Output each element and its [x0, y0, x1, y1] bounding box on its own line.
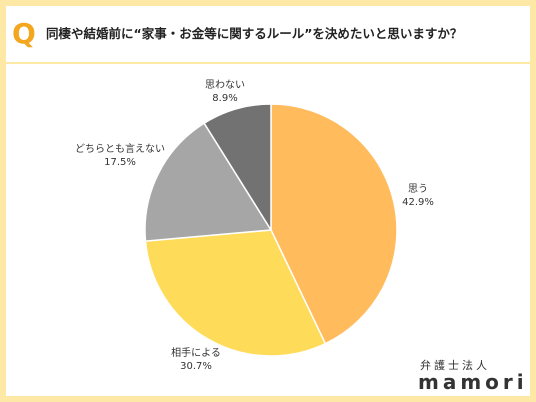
pie-slice-2 [144, 229, 327, 357]
slice-value-3: 17.5% [104, 157, 136, 168]
slice-value-4: 8.9% [212, 93, 237, 104]
pie-slice-4 [203, 103, 272, 233]
chart-area: 思う 42.9% 相手による 30.7% どちらとも言えない 17.5% 思わない 8.9% [6, 64, 530, 396]
slice-value-2: 30.7% [180, 361, 212, 372]
slice-label-2: 相手による [171, 346, 221, 359]
slice-label-4: 思わない [205, 79, 245, 91]
brand-subtitle: 弁護士法人 [420, 359, 490, 372]
pie-chart: 思う 42.9% 相手による 30.7% どちらとも言えない 17.5% 思わない 8.9% [75, 79, 434, 372]
pie-slice-3 [144, 122, 273, 242]
question-header: Q 同棲や結婚前に“家事・お金等に関するルール”を決めたいと思いますか？ [6, 6, 530, 64]
question-text: 同棲や結婚前に“家事・お金等に関するルール”を決めたいと思いますか？ [46, 26, 463, 41]
slice-value-1: 42.9% [402, 197, 434, 208]
brand-logo: mamori [418, 370, 528, 394]
slice-label-1: 思う [408, 183, 428, 195]
slice-label-3: どちらとも言えない [75, 142, 165, 155]
pie-labels: 思う 42.9% 相手による 30.7% どちらとも言えない 17.5% 思わない 8.9% [75, 79, 434, 372]
pie-slices [144, 103, 398, 357]
pie-slice-1 [270, 103, 398, 345]
q-badge: Q [12, 17, 36, 50]
